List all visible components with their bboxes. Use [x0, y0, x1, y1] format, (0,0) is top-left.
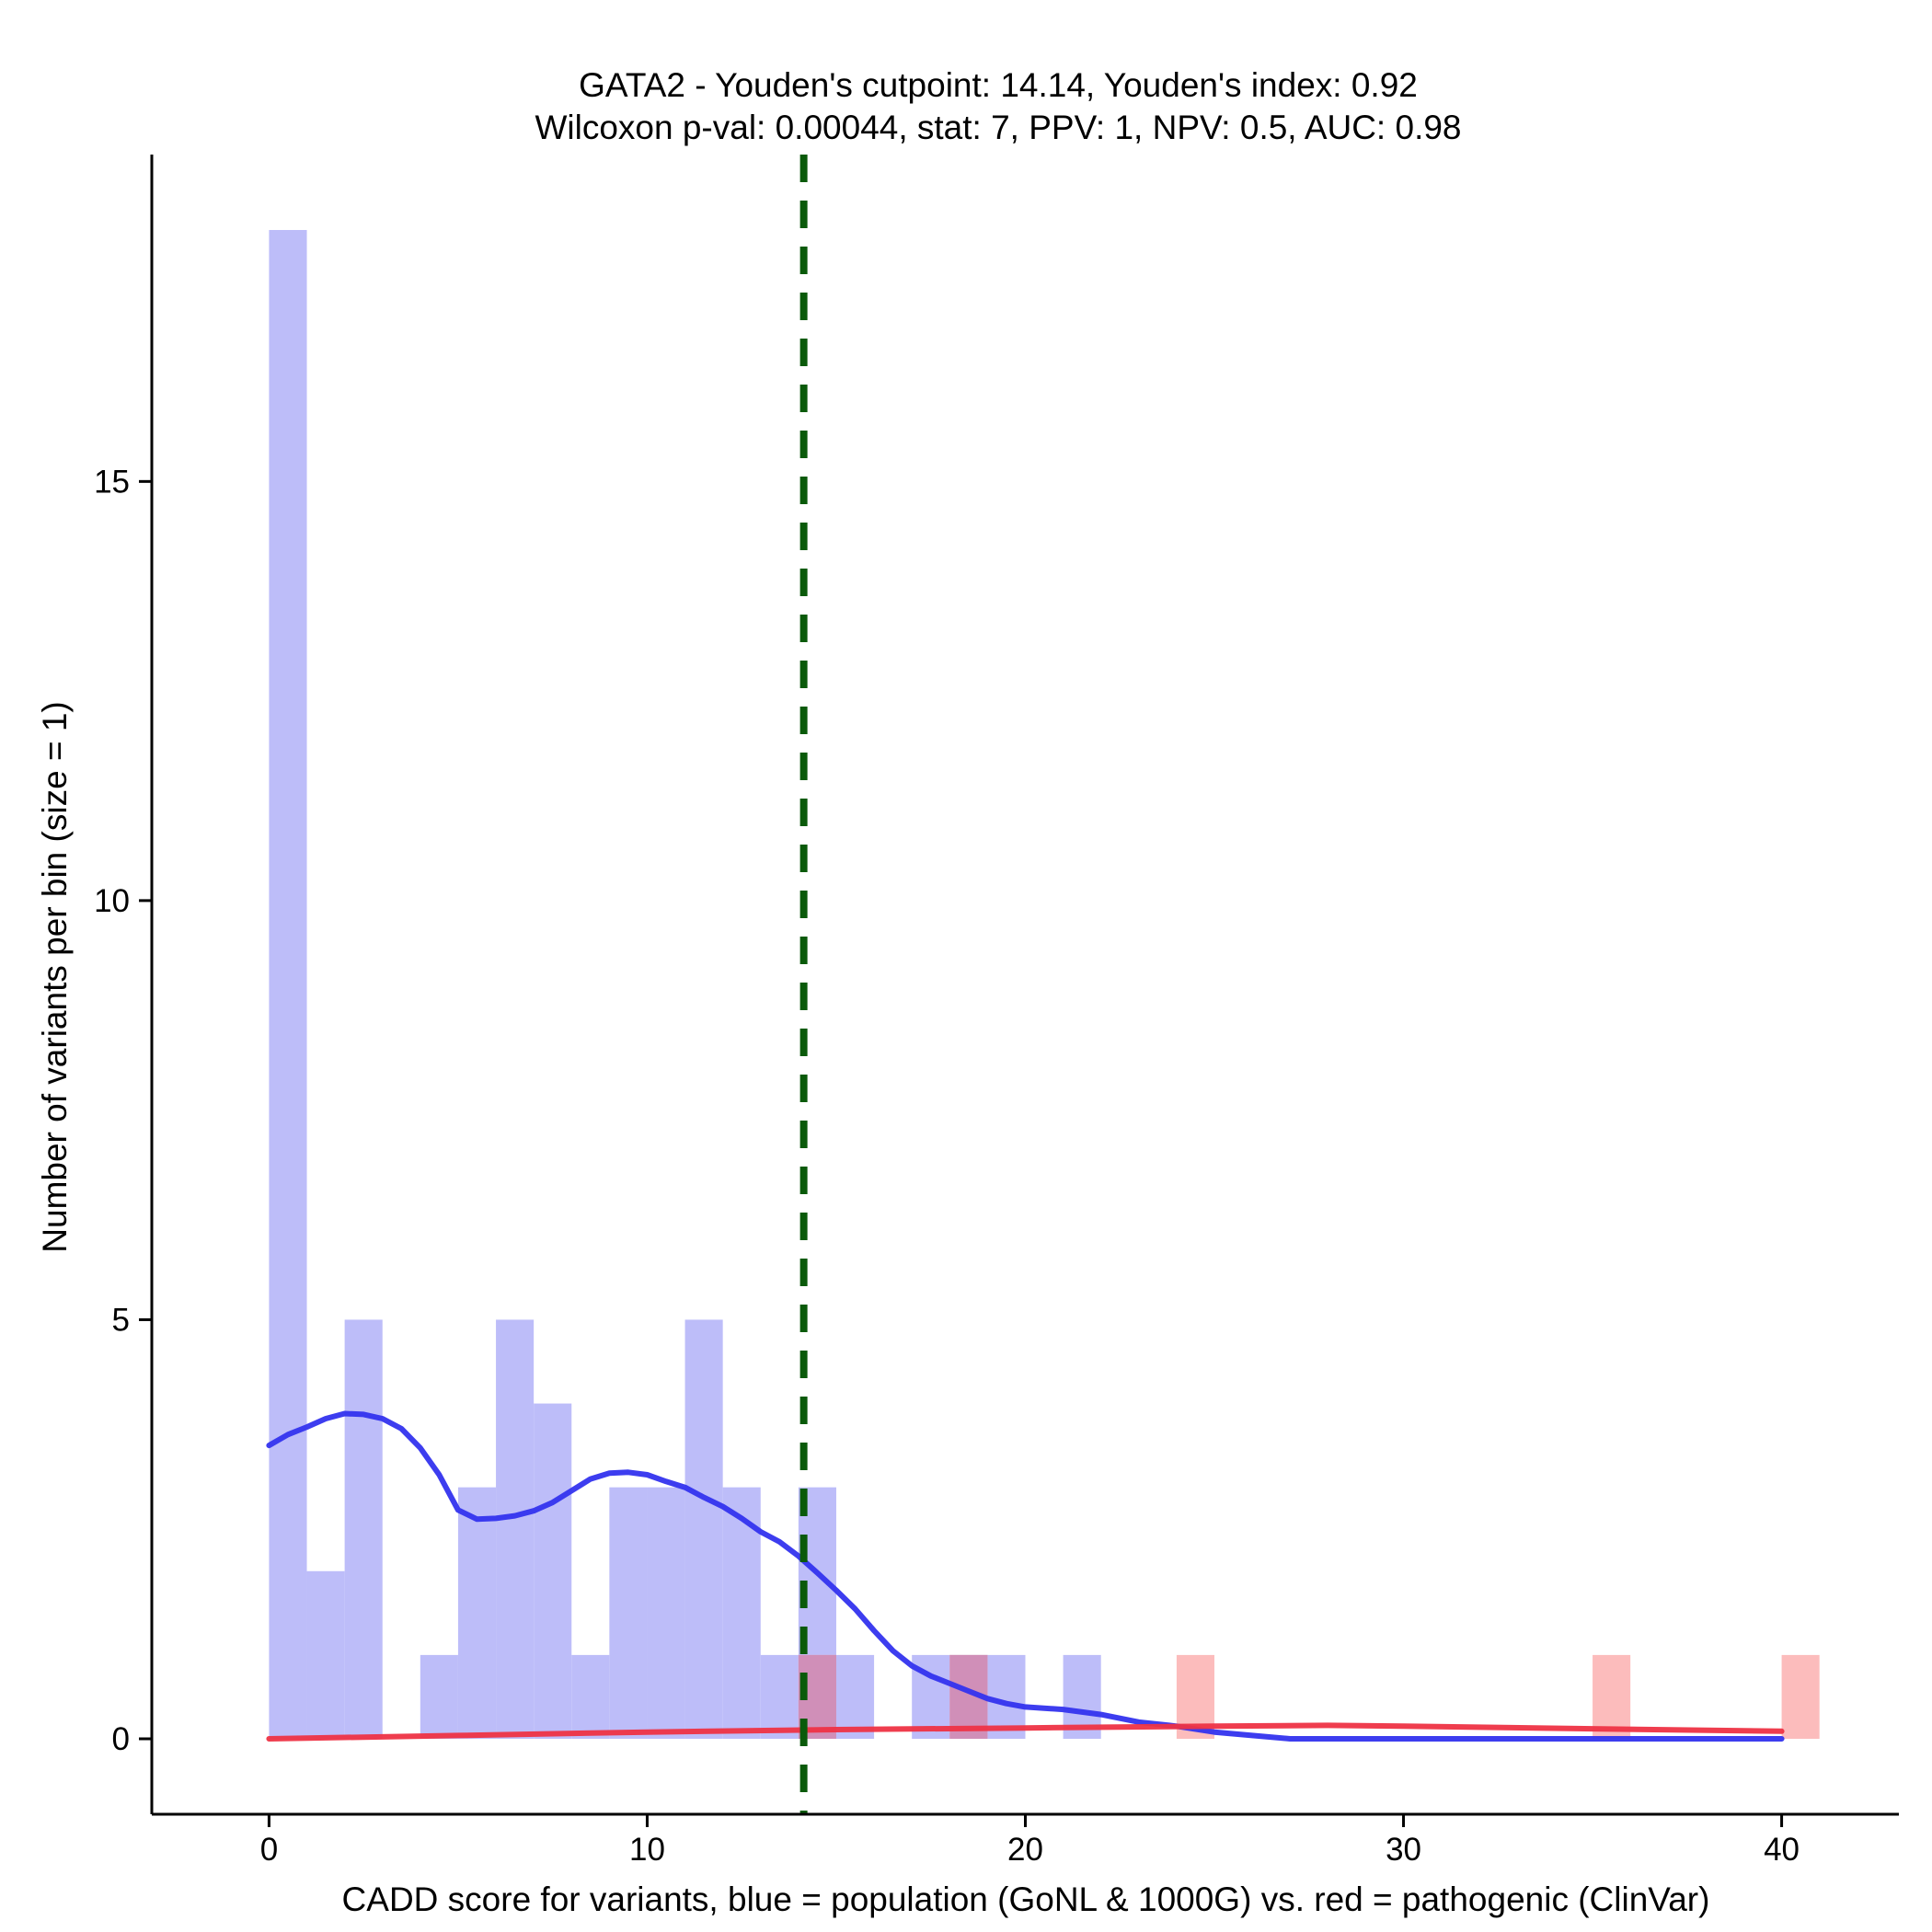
population-bar-0	[269, 230, 307, 1739]
x-tick-label-10: 10	[629, 1832, 665, 1868]
population-bar-11	[684, 1319, 723, 1739]
x-tick-label-20: 20	[1007, 1832, 1043, 1868]
population-bar-5	[457, 1487, 497, 1739]
x-tick-label-30: 30	[1386, 1832, 1421, 1868]
pathogenic-bar-40	[1781, 1654, 1820, 1739]
population-bar-19	[987, 1654, 1026, 1739]
x-axis-ticks: 0 10 20 30 40	[260, 1814, 1800, 1868]
x-axis-label: CADD score for variants, blue = populati…	[342, 1880, 1710, 1918]
pathogenic-density-curve	[266, 1722, 1785, 1742]
population-density-curve	[266, 1410, 1785, 1742]
population-bar-7	[534, 1403, 572, 1739]
population-bar-8	[571, 1654, 610, 1739]
y-tick-label-5: 5	[112, 1302, 130, 1338]
chart-subtitle: Wilcoxon p-val: 0.00044, stat: 7, PPV: 1…	[535, 109, 1461, 146]
overlap-bars	[798, 1654, 988, 1739]
chart-title: GATA2 - Youden's cutpoint: 14.14, Youden…	[579, 66, 1418, 104]
population-bar-4	[420, 1654, 458, 1739]
pathogenic-bar-35	[1593, 1654, 1631, 1739]
population-bar-1	[306, 1570, 345, 1739]
y-axis-ticks: 0 5 10 15	[94, 464, 152, 1757]
population-bar-15	[835, 1654, 875, 1739]
density-curves	[266, 1410, 1785, 1742]
population-bar-9	[609, 1487, 648, 1739]
population-bar-13	[760, 1654, 799, 1739]
population-bar-2	[344, 1319, 383, 1739]
y-tick-label-10: 10	[94, 883, 130, 919]
y-tick-label-15: 15	[94, 464, 130, 500]
population-bar-10	[647, 1487, 685, 1739]
population-bar-6	[496, 1319, 535, 1739]
y-axis-label: Number of variants per bin (size = 1)	[36, 701, 74, 1252]
population-bars	[269, 230, 1101, 1739]
x-tick-label-0: 0	[260, 1832, 278, 1868]
x-tick-label-40: 40	[1764, 1832, 1800, 1868]
y-tick-label-0: 0	[112, 1721, 130, 1757]
